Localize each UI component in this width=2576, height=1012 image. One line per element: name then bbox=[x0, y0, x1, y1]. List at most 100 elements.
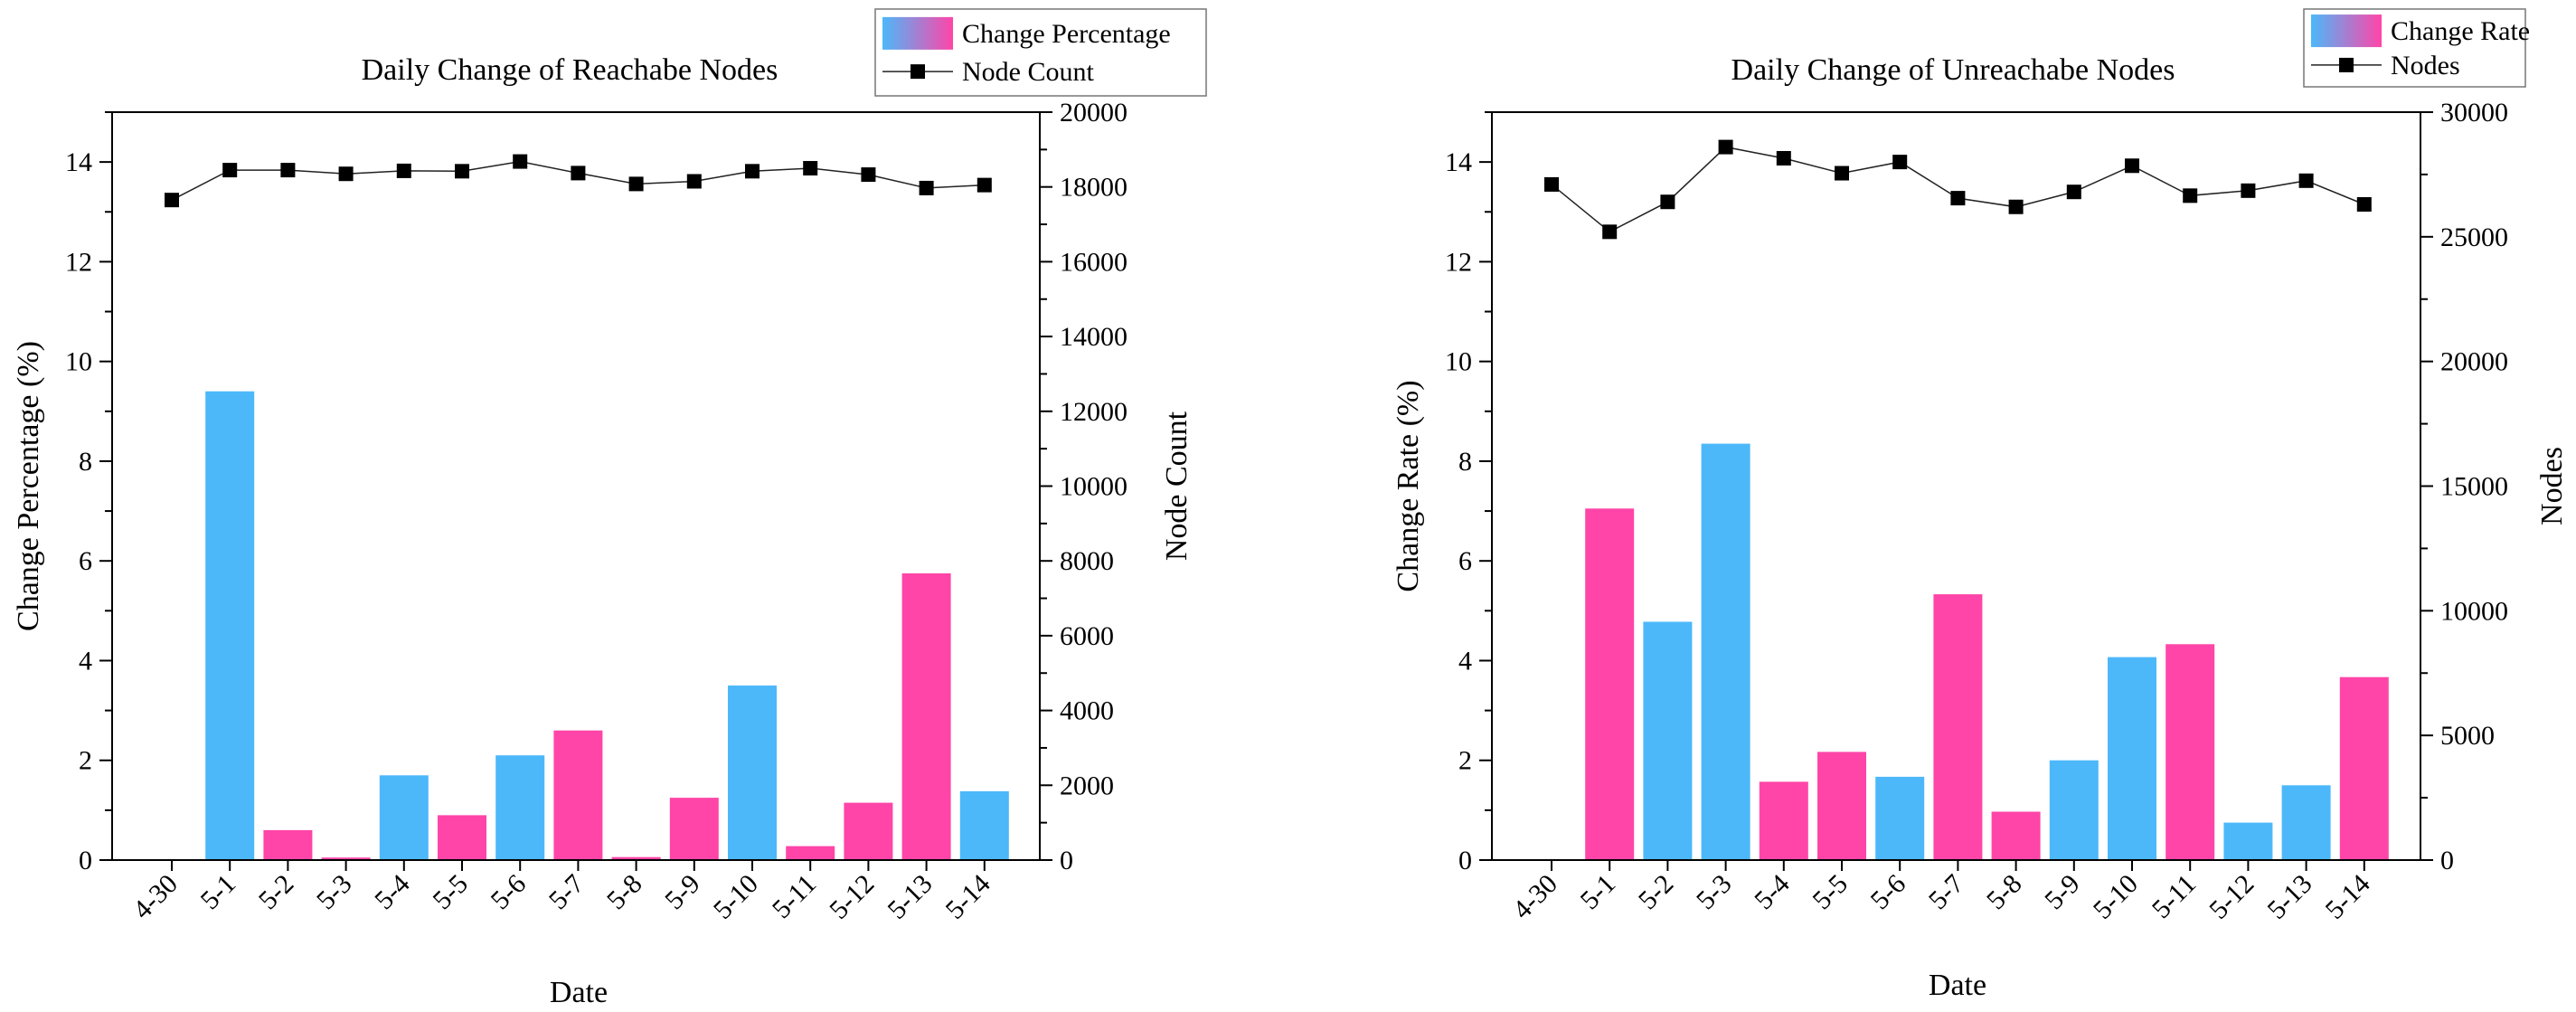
line-marker-5-5 bbox=[1835, 166, 1849, 181]
x-tick-label-5-5: 5-5 bbox=[1807, 869, 1854, 916]
legend-marker-sample bbox=[911, 64, 925, 80]
line-marker-5-3 bbox=[1718, 139, 1733, 155]
right-tick-label: 12000 bbox=[1060, 397, 1128, 427]
right-tick-label: 14000 bbox=[1060, 322, 1128, 352]
line-marker-5-12 bbox=[2241, 183, 2256, 198]
line-marker-5-7 bbox=[1950, 191, 1966, 206]
left-tick-label: 0 bbox=[1458, 846, 1472, 875]
right-tick-label: 2000 bbox=[1060, 771, 1114, 800]
bar-5-13 bbox=[901, 573, 951, 860]
line-marker-5-12 bbox=[861, 167, 876, 183]
bar-5-8 bbox=[1991, 811, 2041, 860]
line-marker-5-10 bbox=[745, 164, 760, 179]
x-tick-label-5-8: 5-8 bbox=[601, 869, 648, 916]
line-marker-5-2 bbox=[280, 163, 296, 178]
bar-5-9 bbox=[2049, 760, 2099, 860]
x-tick-label-5-1: 5-1 bbox=[195, 869, 242, 916]
line-marker-5-9 bbox=[2066, 184, 2081, 200]
x-tick-label-5-6: 5-6 bbox=[1865, 869, 1912, 916]
legend-label-bars: Change Rate bbox=[2391, 16, 2530, 46]
right-axis-title: Nodes bbox=[2535, 447, 2569, 525]
left-tick-label: 12 bbox=[1445, 247, 1472, 277]
x-tick-label-5-7: 5-7 bbox=[543, 869, 590, 916]
x-tick-label-5-9: 5-9 bbox=[659, 869, 706, 916]
left-tick-label: 2 bbox=[1458, 746, 1472, 776]
chart-title: Daily Change of Reachabe Nodes bbox=[362, 53, 778, 87]
x-tick-label-5-11: 5-11 bbox=[767, 869, 822, 924]
left-tick-label: 8 bbox=[1458, 447, 1472, 477]
x-tick-label-5-7: 5-7 bbox=[1923, 869, 1970, 916]
right-tick-label: 15000 bbox=[2440, 472, 2508, 502]
x-tick-label-5-3: 5-3 bbox=[311, 869, 358, 916]
right-tick-label: 20000 bbox=[2440, 347, 2508, 377]
x-tick-label-5-13: 5-13 bbox=[2261, 869, 2317, 925]
chart-title: Daily Change of Unreachabe Nodes bbox=[1731, 53, 2175, 87]
line-marker-5-4 bbox=[396, 163, 411, 178]
line-marker-5-4 bbox=[1776, 150, 1791, 166]
x-tick-label-5-2: 5-2 bbox=[1633, 869, 1680, 916]
bar-5-5 bbox=[438, 815, 486, 860]
line-marker-5-11 bbox=[2183, 188, 2198, 203]
unreachable-nodes-chart: 0 2 4 6 8 10 12 14 0 5000 10000 15000 20000 25000 3000… bbox=[1392, 8, 2569, 1002]
left-tick-label: 6 bbox=[79, 546, 92, 576]
bar-5-5 bbox=[1817, 752, 1866, 860]
bar-5-10 bbox=[728, 686, 777, 860]
left-axis-title: Change Rate (%) bbox=[1392, 380, 1425, 591]
x-tick-label-5-10: 5-10 bbox=[2088, 869, 2144, 925]
line-marker-5-6 bbox=[513, 154, 528, 169]
x-tick-label-5-3: 5-3 bbox=[1691, 869, 1738, 916]
line-marker-5-5 bbox=[455, 164, 469, 179]
right-tick-label: 6000 bbox=[1060, 621, 1114, 651]
x-tick-label-5-4: 5-4 bbox=[369, 869, 416, 916]
bar-5-9 bbox=[669, 798, 719, 860]
reachable-nodes-chart: 0 2 4 6 8 10 12 14 0 2000 4000 6000 8000 10000 12000 14… bbox=[12, 8, 1207, 1009]
right-tick-label: 4000 bbox=[1060, 696, 1114, 726]
left-tick-label: 8 bbox=[79, 447, 92, 477]
line-marker-5-14 bbox=[977, 177, 992, 193]
line-marker-5-8 bbox=[628, 176, 644, 192]
line-marker-5-7 bbox=[571, 166, 586, 181]
legend-swatch-gradient bbox=[2311, 14, 2382, 48]
x-tick-label-5-12: 5-12 bbox=[2203, 869, 2260, 925]
left-tick-label: 10 bbox=[65, 347, 92, 377]
x-tick-label-5-9: 5-9 bbox=[2039, 869, 2086, 916]
bar-5-11 bbox=[786, 846, 835, 860]
line-marker-4-30 bbox=[1544, 176, 1559, 192]
legend-marker-sample bbox=[2339, 57, 2354, 72]
right-tick-label: 20000 bbox=[1060, 98, 1128, 128]
right-tick-label: 0 bbox=[2440, 846, 2454, 875]
x-tick-label-5-8: 5-8 bbox=[1981, 869, 2028, 916]
bar-5-6 bbox=[1875, 776, 1925, 860]
bar-5-2 bbox=[1643, 621, 1693, 860]
line-marker-5-1 bbox=[222, 163, 238, 178]
bar-5-8 bbox=[611, 856, 661, 860]
bar-5-3 bbox=[1701, 443, 1750, 860]
x-tick-label-5-1: 5-1 bbox=[1575, 869, 1622, 916]
line-marker-5-8 bbox=[2008, 199, 2024, 214]
left-tick-label: 12 bbox=[65, 247, 92, 277]
x-tick-label-5-5: 5-5 bbox=[427, 869, 474, 916]
left-tick-label: 0 bbox=[79, 846, 92, 875]
right-tick-label: 0 bbox=[1060, 846, 1073, 875]
bar-5-12 bbox=[844, 802, 893, 860]
bar-5-12 bbox=[2223, 822, 2273, 860]
left-tick-label: 14 bbox=[65, 147, 92, 177]
bar-5-2 bbox=[263, 829, 313, 860]
bar-5-4 bbox=[379, 775, 429, 860]
x-tick-label-5-14: 5-14 bbox=[940, 869, 996, 925]
right-tick-label: 10000 bbox=[2440, 596, 2508, 626]
bar-5-7 bbox=[1933, 594, 1983, 860]
bar-5-7 bbox=[553, 730, 603, 860]
left-tick-label: 4 bbox=[79, 646, 92, 676]
line-marker-5-11 bbox=[803, 161, 818, 176]
line-marker-5-13 bbox=[919, 180, 934, 195]
x-tick-label-4-30: 4-30 bbox=[127, 869, 184, 925]
right-tick-label: 18000 bbox=[1060, 173, 1128, 203]
line-marker-5-2 bbox=[1660, 194, 1675, 210]
bar-5-3 bbox=[321, 857, 371, 860]
legend-label-line: Nodes bbox=[2391, 51, 2460, 80]
left-tick-label: 10 bbox=[1445, 347, 1472, 377]
bar-5-14 bbox=[959, 790, 1009, 860]
line-marker-5-13 bbox=[2298, 173, 2314, 188]
left-tick-label: 2 bbox=[79, 746, 92, 776]
